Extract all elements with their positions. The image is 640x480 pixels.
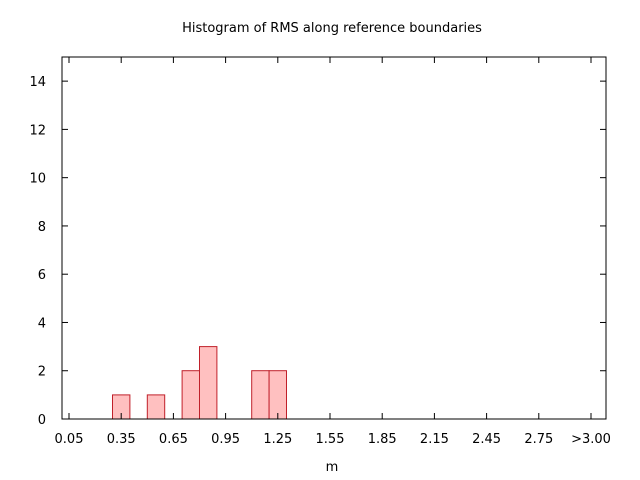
y-tick-label: 12	[29, 123, 46, 138]
x-axis-label: m	[326, 460, 339, 475]
x-tick-label: 2.75	[524, 432, 553, 447]
x-tick-label: 2.45	[472, 432, 501, 447]
histogram-bar	[199, 346, 218, 420]
y-tick-label: 8	[38, 220, 46, 235]
y-tick-label: 0	[38, 413, 46, 428]
x-tick-label: 1.85	[368, 432, 397, 447]
x-tick-label: 1.25	[263, 432, 292, 447]
x-tick-label: 0.95	[211, 432, 240, 447]
y-tick-label: 10	[29, 172, 46, 187]
histogram-bar	[251, 370, 270, 420]
histogram-bar	[181, 370, 201, 420]
y-tick-label: 6	[38, 268, 46, 283]
x-tick-label: 1.55	[316, 432, 345, 447]
y-tick-label: 4	[38, 316, 46, 331]
y-tick-label: 14	[29, 75, 46, 90]
x-tick-label: 0.05	[55, 432, 84, 447]
x-tick-label: 0.65	[159, 432, 188, 447]
x-tick-label: >3.00	[571, 432, 611, 447]
plot-frame	[61, 56, 607, 420]
chart-title: Histogram of RMS along reference boundar…	[182, 21, 482, 36]
x-tick-label: 2.15	[420, 432, 449, 447]
bars-group	[112, 346, 288, 420]
histogram-bar	[146, 394, 166, 420]
histogram-bar	[268, 370, 288, 420]
ticks-group: 0.05 0.35 0.65 0.95 1.25 1.55 1.85 2.15 2.45 2.75…	[29, 57, 611, 447]
y-tick-label: 2	[38, 365, 46, 380]
x-tick-label: 0.35	[107, 432, 136, 447]
